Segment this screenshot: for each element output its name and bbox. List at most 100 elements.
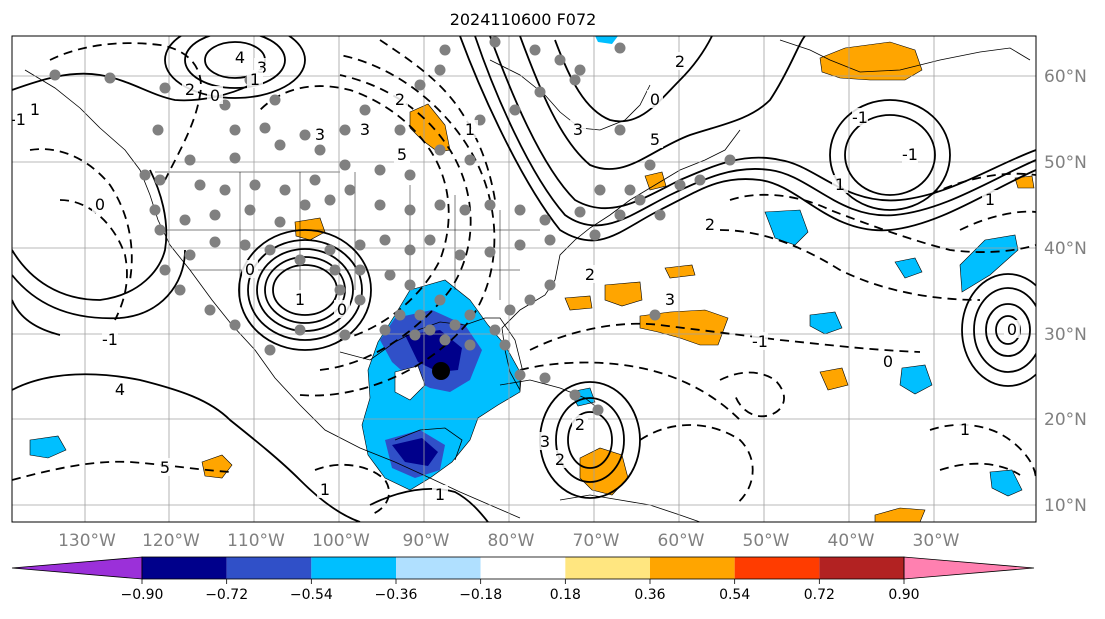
significance-dot [139,169,151,181]
contour-label-backdrop [832,175,848,193]
blue-anomaly-atlantic-1 [764,209,809,246]
significance-dot [524,294,536,306]
contour-ring [961,273,1036,387]
significance-dot [614,209,626,221]
significance-dot [414,309,426,321]
contour-line [639,424,754,506]
contour-line [529,322,921,353]
colorbar-segment [565,557,650,579]
contour-label-backdrop [537,432,553,450]
contour-line [474,36,1036,227]
significance-dot [509,104,521,116]
contour-line [299,54,496,397]
longitude-label: 120°W [142,531,200,551]
significance-dot [104,72,116,84]
latitude-labels: 60°N 50°N 40°N 30°N 20°N 10°N [1044,67,1087,516]
dashed-contours [12,39,1036,516]
contour-label-backdrop [242,260,258,278]
contour-label: -1 [852,108,868,127]
significance-dot [179,214,191,226]
contour-label-backdrop [672,52,688,70]
significance-dot [264,244,276,256]
contour-label-backdrop [702,215,718,233]
significance-dot [499,339,511,351]
significance-dot [554,54,566,66]
contour-line [369,487,489,522]
longitude-label: 80°W [488,531,535,551]
significance-dot [439,44,451,56]
significance-dot [449,319,461,331]
colorbar-segment [650,557,735,579]
orange-anomaly-3 [294,217,326,241]
significance-dot [514,204,526,216]
contour-label: 0 [95,195,105,214]
significance-dot [464,339,476,351]
significance-dot [434,64,446,76]
significance-dot [404,244,416,256]
contour-label-backdrop [394,145,410,163]
colorbar-segment [734,557,820,579]
colorbar-extend-low [11,556,143,580]
contour-line [959,210,1036,231]
contour-line [939,462,1021,476]
significance-dot [334,284,346,296]
contour-ring [985,303,1031,357]
east-coast [554,129,741,281]
significance-dot [249,179,261,191]
latitude-label: 40°N [1044,239,1087,259]
significance-dot [574,206,586,218]
contour-label-backdrop [317,480,333,498]
significance-dot [152,124,164,136]
white-hole [394,365,426,401]
contour-label-backdrop [1004,320,1020,338]
contour-label: 1 [835,175,845,194]
significance-dot [489,36,501,48]
significance-dot [264,344,276,356]
significance-dot [439,334,451,346]
significance-dot [229,319,241,331]
contour-label: 3 [257,58,267,77]
significance-dot [574,64,586,76]
colorbar-segment [226,557,312,579]
significance-dot [279,184,291,196]
significance-dot [529,44,541,56]
significance-dot [194,179,206,191]
significance-dot [149,204,161,216]
dark-blue-anomaly-south [392,438,438,466]
blue-anomaly-west-pacific [29,435,67,459]
longitude-label: 50°W [743,531,790,551]
contour-label: 2 [675,52,685,71]
contour-line [12,460,231,481]
significance-dot [539,372,551,384]
significance-dot [294,254,306,266]
contour-ring [238,229,372,351]
significance-dot [624,184,636,196]
significance-dot [504,304,516,316]
significance-dot [694,174,706,186]
significance-dot [724,154,736,166]
colorbar: −0.90 −0.72 −0.54 −0.36 −0.18 0.18 0.36 0.54 0.7… [11,556,1035,603]
significance-dot [204,304,216,316]
longitude-labels: 130°W 120°W 110°W 100°W 90°W 80°W 70°W 60°W 50°W… [58,531,960,551]
significance-dot [654,209,666,221]
contour-label: 4 [115,380,125,399]
latitude-label: 30°N [1044,325,1087,345]
contour-label-backdrop [392,90,408,108]
contour-label: 0 [883,352,893,371]
cuba [499,379,601,411]
blue-anomaly-atlantic-6 [989,469,1023,497]
significance-dot [434,144,446,156]
significance-dot [634,194,646,206]
contour-label: 1 [320,480,330,499]
contour-label-backdrop [852,108,868,126]
significance-dot [229,124,241,136]
significance-dot [339,329,351,341]
contour-line [12,299,61,336]
significance-dot [459,204,471,216]
significance-dot [324,194,336,206]
significance-dot [379,324,391,336]
colorbar-tick-label: 0.72 [804,587,835,603]
contour-label: -1 [10,110,26,129]
